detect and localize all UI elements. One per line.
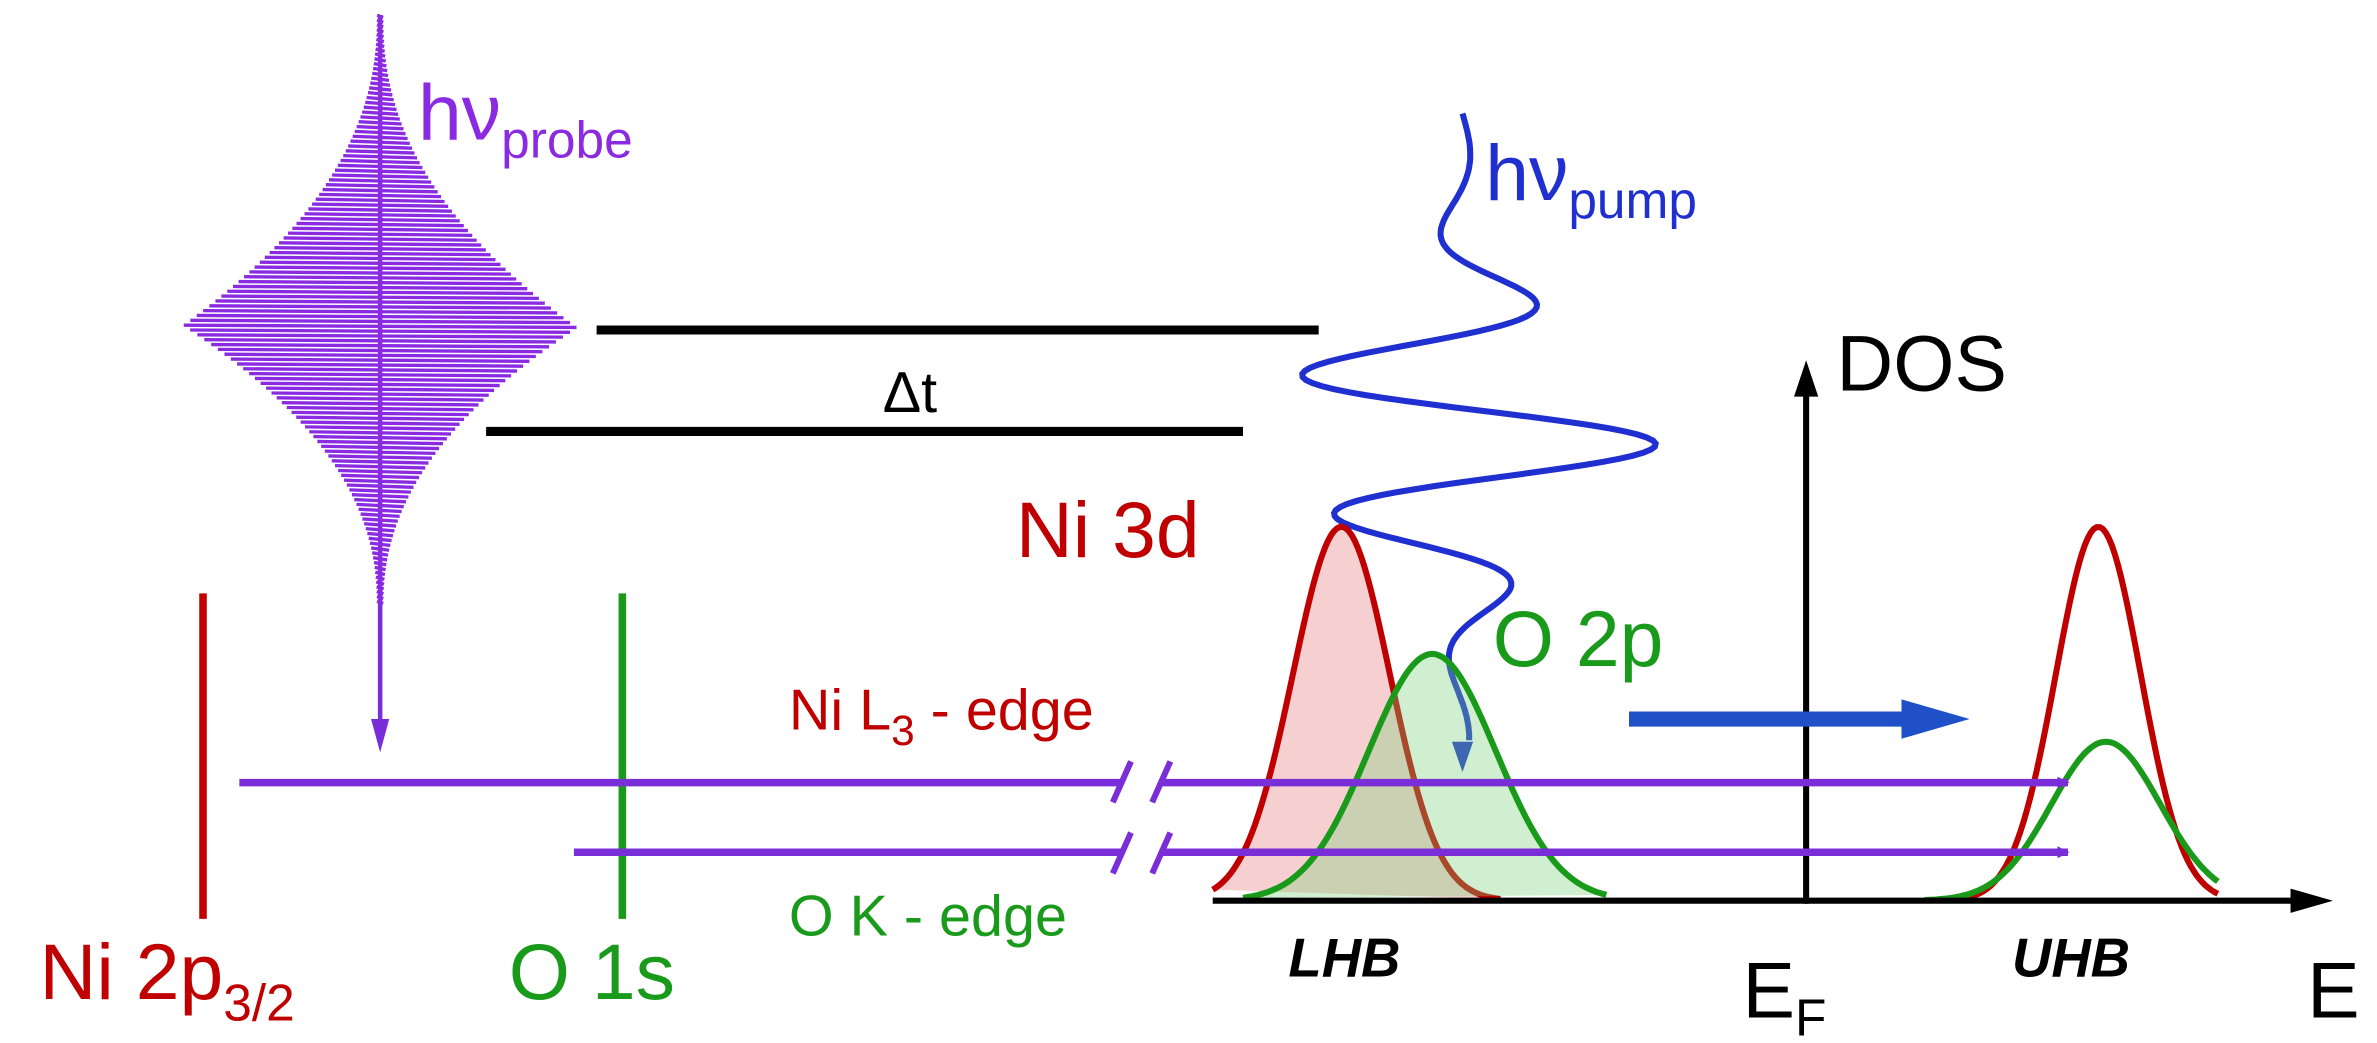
- pump-symbol: hν: [1485, 129, 1568, 217]
- y-axis-arrowhead: [1794, 360, 1818, 396]
- probe-symbol: hν: [418, 68, 501, 156]
- ni-level-label: Ni 2p3/2: [40, 928, 295, 1031]
- pump-label: hνpump: [1485, 129, 1697, 229]
- delay-label: Δt: [883, 361, 937, 425]
- probe-arrowhead: [371, 719, 389, 752]
- fermi-subscript: F: [1795, 988, 1826, 1043]
- probe-subscript: probe: [501, 110, 633, 168]
- o-edge-label: O K - edge: [789, 885, 1067, 949]
- page: hνprobe hνpump Δt DOS E EF Ni 3d O 2p LH…: [0, 0, 2377, 1043]
- ni3d-label: Ni 3d: [1016, 486, 1200, 574]
- pump-subscript: pump: [1568, 171, 1697, 229]
- y-axis-label: DOS: [1836, 320, 2007, 408]
- ni-level-subscript: 3/2: [223, 973, 295, 1031]
- probe-pulse: [184, 15, 577, 605]
- ni-edge-label: Ni L3 - edge: [789, 679, 1094, 754]
- probe-label: hνprobe: [418, 68, 633, 168]
- uhb-label: UHB: [2012, 927, 2130, 988]
- lhb-label: LHB: [1288, 927, 1400, 988]
- dos-curve: [1939, 527, 2218, 900]
- ni-edge-subscript: 3: [891, 707, 915, 754]
- axis-break: [1113, 761, 1171, 873]
- diagram: hνprobe hνpump Δt DOS E EF Ni 3d O 2p LH…: [0, 0, 2377, 1043]
- fermi-label: EF: [1743, 946, 1827, 1043]
- x-axis-arrowhead: [2291, 889, 2333, 913]
- x-axis-label: E: [2307, 946, 2359, 1034]
- fermi-symbol: E: [1743, 946, 1796, 1034]
- ni-level-symbol: Ni 2p: [40, 928, 224, 1016]
- ni-edge-suffix: - edge: [915, 679, 1094, 743]
- o-level-label: O 1s: [509, 928, 675, 1016]
- shift-arrowhead: [1901, 699, 1969, 738]
- o2p-label: O 2p: [1493, 595, 1664, 683]
- ni-edge-symbol: Ni L: [789, 679, 891, 743]
